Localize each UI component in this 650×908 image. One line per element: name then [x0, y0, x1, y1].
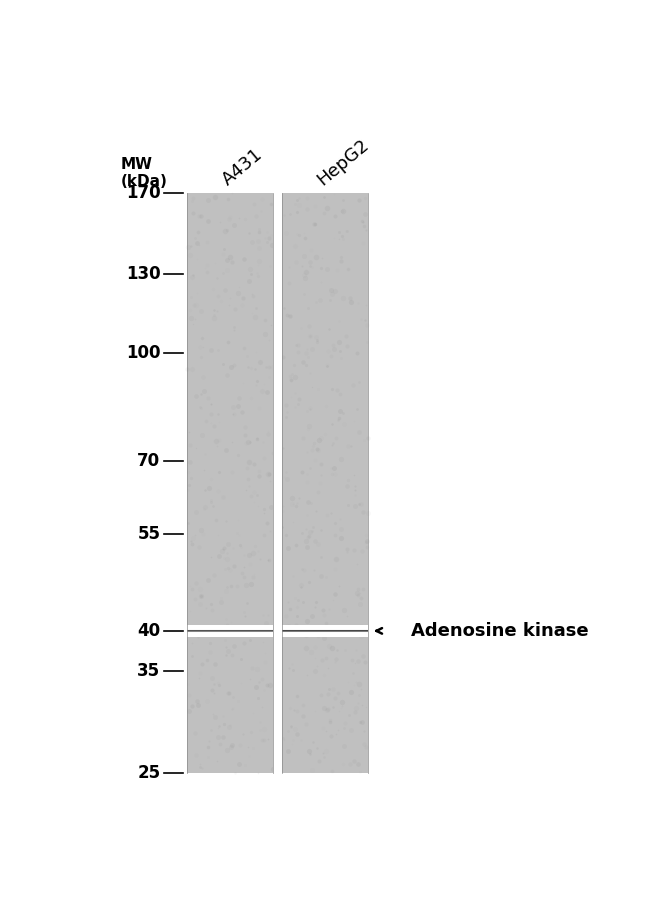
Bar	[187, 192, 273, 773]
Text: 35: 35	[137, 662, 161, 680]
Bar	[282, 192, 369, 773]
Bar	[273, 192, 282, 773]
Text: 25: 25	[137, 765, 161, 782]
Text: 130: 130	[125, 265, 161, 283]
Text: 40: 40	[137, 622, 161, 640]
Text: 70: 70	[137, 452, 161, 470]
Text: HepG2: HepG2	[314, 136, 372, 190]
Text: A431: A431	[218, 145, 266, 190]
Text: Adenosine kinase: Adenosine kinase	[411, 622, 589, 640]
Text: 55: 55	[137, 526, 161, 544]
Text: 100: 100	[126, 344, 161, 362]
Text: MW
(kDa): MW (kDa)	[121, 157, 168, 190]
Text: 170: 170	[125, 183, 161, 202]
